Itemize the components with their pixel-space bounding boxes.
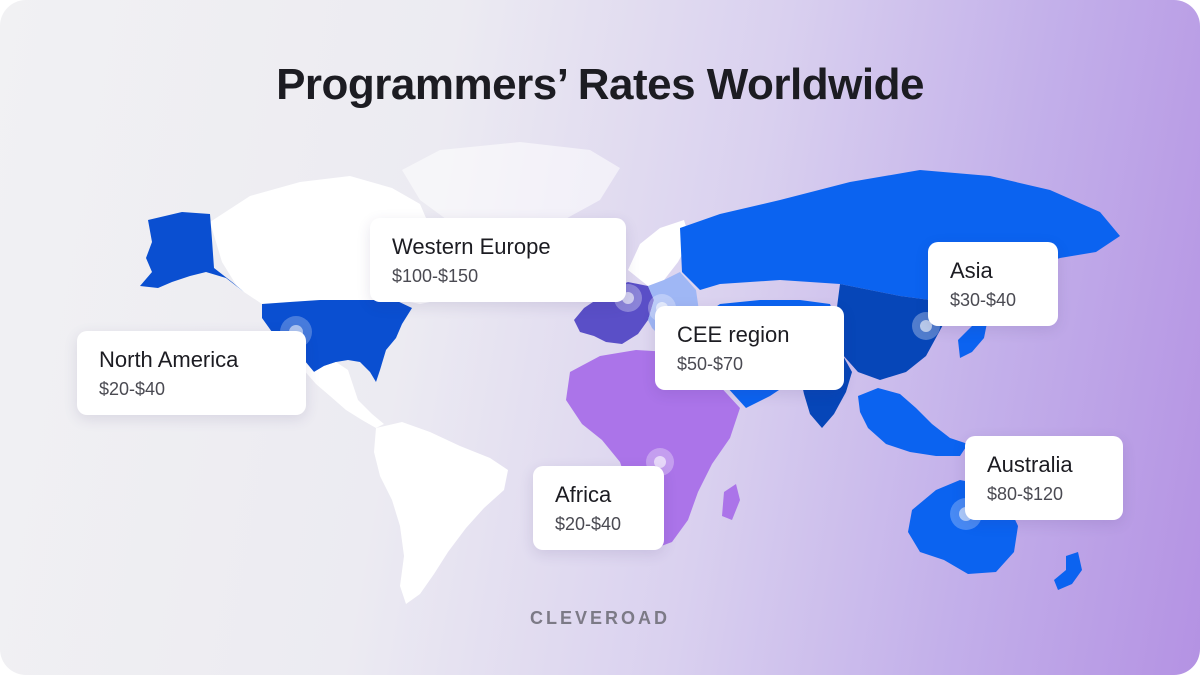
region-name: Africa (555, 482, 612, 507)
region-rate: $20-$40 (99, 379, 166, 399)
southeast-asia-shape (858, 388, 968, 456)
region-rate: $100-$150 (392, 266, 479, 286)
greenland-shape (402, 142, 620, 238)
central-america-shape (286, 346, 384, 428)
western-europe-shape (574, 282, 654, 344)
region-name: Australia (987, 452, 1073, 477)
brand-logo-text: CLEVEROAD (529, 608, 670, 628)
region-name: CEE region (677, 322, 790, 347)
region-rate: $20-$40 (555, 514, 622, 534)
region-card-africa: Africa $20-$40 (533, 466, 664, 550)
page-title: Programmers’ Rates Worldwide (276, 60, 924, 109)
new-zealand-shape (1054, 552, 1082, 590)
region-rate: $50-$70 (677, 354, 744, 374)
region-card-north-america: North America $20-$40 (77, 331, 306, 415)
region-card-asia: Asia $30-$40 (928, 242, 1058, 326)
japan-shape (958, 318, 988, 358)
alaska-shape (140, 212, 244, 292)
region-card-western-europe: Western Europe $100-$150 (370, 218, 626, 302)
south-america-shape (374, 422, 508, 604)
scandinavia-shape (628, 220, 690, 286)
china-shape (834, 284, 950, 380)
region-card-cee: CEE region $50-$70 (655, 306, 844, 390)
madagascar-shape (722, 484, 740, 520)
africa-shape (566, 350, 740, 548)
region-name: Western Europe (392, 234, 551, 259)
region-name: Asia (950, 258, 993, 283)
region-name: North America (99, 347, 239, 372)
region-rate: $80-$120 (987, 484, 1064, 504)
region-rate: $30-$40 (950, 290, 1017, 310)
region-card-australia: Australia $80-$120 (965, 436, 1123, 520)
usa-shape (262, 300, 412, 382)
